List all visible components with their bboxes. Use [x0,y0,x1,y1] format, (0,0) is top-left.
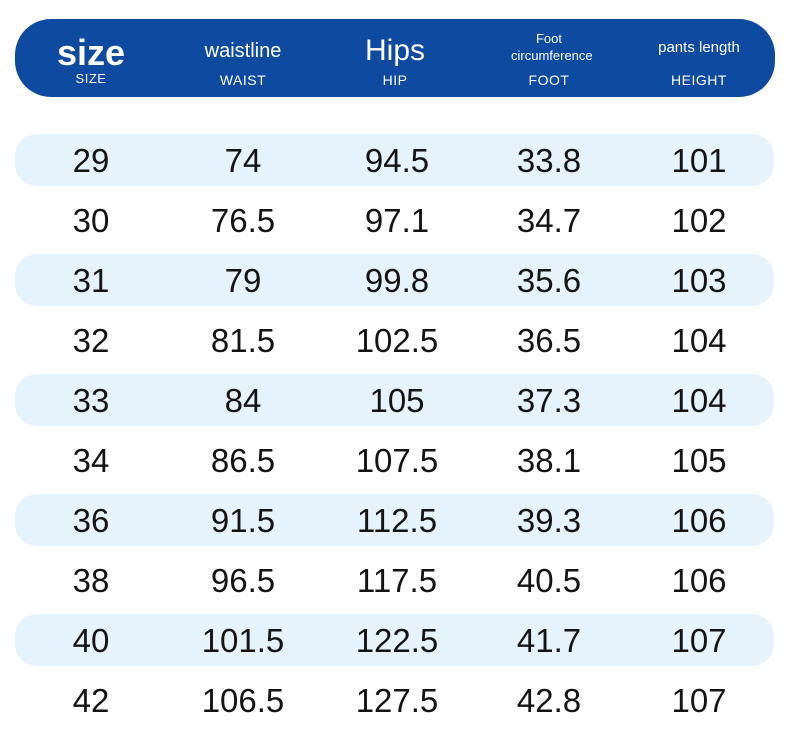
cell-hip: 112.5 [356,502,438,539]
cell-height: 106 [671,502,727,539]
cell-hip: 94.5 [364,142,430,179]
cell-hip: 97.1 [364,202,430,239]
table-row: 40 101.5 122.5 41.7 107 [15,611,775,671]
cell-waist: 101.5 [201,622,285,659]
cell-size: 34 [72,442,110,479]
cell-height: 105 [671,442,727,479]
cell-waist: 81.5 [210,322,276,359]
header-size-label: size [56,32,126,73]
table-row: 32 81.5 102.5 36.5 104 [15,311,775,371]
cell-hip: 107.5 [355,442,439,479]
cell-foot: 36.5 [516,322,582,359]
header-waist-label: waistline [204,40,282,62]
cell-height: 107 [671,622,727,659]
size-chart-body: 29 74 94.5 33.8 101 30 76.5 97.1 34.7 10… [15,131,775,731]
cell-hip: 117.5 [356,562,438,599]
cell-hip: 122.5 [355,622,439,659]
cell-foot: 40.5 [516,562,582,599]
header-size: size SIZE [15,19,167,97]
header-hip: Hips HIP [319,19,471,97]
cell-size: 31 [72,262,110,299]
cell-height: 106 [671,562,727,599]
row-stripe [15,494,774,546]
cell-waist: 79 [224,262,262,299]
header-height-sublabel: HEIGHT [671,72,727,88]
header-size-sublabel: SIZE [75,71,107,86]
cell-size: 33 [72,382,110,419]
header-waist-sublabel: WAIST [219,72,267,88]
cell-size: 36 [72,502,110,539]
cell-height: 103 [671,262,727,299]
cell-height: 104 [671,382,727,419]
cell-waist: 106.5 [201,682,285,719]
cell-waist: 91.5 [210,502,276,539]
header-foot-label: Foot circumference [511,31,593,63]
row-stripe [15,254,774,306]
row-stripe [15,134,774,186]
cell-size: 42 [72,682,110,719]
cell-waist: 74 [224,142,262,179]
cell-size: 38 [72,562,110,599]
header-height-label: pants length [658,39,740,56]
cell-waist: 96.5 [210,562,276,599]
header-hip-sublabel: HIP [382,72,408,88]
header-foot-sublabel: FOOT [528,72,570,88]
cell-height: 101 [671,142,727,179]
cell-foot: 33.8 [516,142,582,179]
size-chart-header: size SIZE waistline WAIST Hips HIP Foot … [15,19,775,97]
row-stripe [15,374,774,426]
table-row: 36 91.5 112.5 39.3 106 [15,491,775,551]
cell-size: 29 [72,142,110,179]
cell-foot: 34.7 [516,202,582,239]
table-row: 33 84 105 37.3 104 [15,371,775,431]
cell-foot: 35.6 [516,262,582,299]
cell-hip: 102.5 [355,322,439,359]
cell-size: 30 [72,202,110,239]
cell-waist: 84 [224,382,262,419]
table-row: 31 79 99.8 35.6 103 [15,251,775,311]
cell-size: 40 [72,622,110,659]
table-row: 42 106.5 127.5 42.8 107 [15,671,775,731]
table-row: 38 96.5 117.5 40.5 106 [15,551,775,611]
header-waist: waistline WAIST [167,19,319,97]
cell-waist: 76.5 [210,202,276,239]
cell-foot: 42.8 [516,682,582,719]
row-stripe [15,614,774,666]
cell-size: 32 [72,322,110,359]
header-height: pants length HEIGHT [623,19,775,97]
table-row: 34 86.5 107.5 38.1 105 [15,431,775,491]
cell-height: 102 [671,202,727,239]
cell-hip: 105 [369,382,425,419]
cell-waist: 86.5 [210,442,276,479]
cell-foot: 38.1 [516,442,582,479]
table-row: 30 76.5 97.1 34.7 102 [15,191,775,251]
cell-height: 107 [671,682,727,719]
cell-foot: 41.7 [516,622,582,659]
cell-hip: 127.5 [355,682,439,719]
table-row: 29 74 94.5 33.8 101 [15,131,775,191]
cell-foot: 37.3 [516,382,582,419]
header-hip-label: Hips [364,34,425,67]
cell-hip: 99.8 [364,262,430,299]
cell-foot: 39.3 [516,502,582,539]
header-foot: Foot circumference FOOT [473,19,625,97]
cell-height: 104 [671,322,727,359]
